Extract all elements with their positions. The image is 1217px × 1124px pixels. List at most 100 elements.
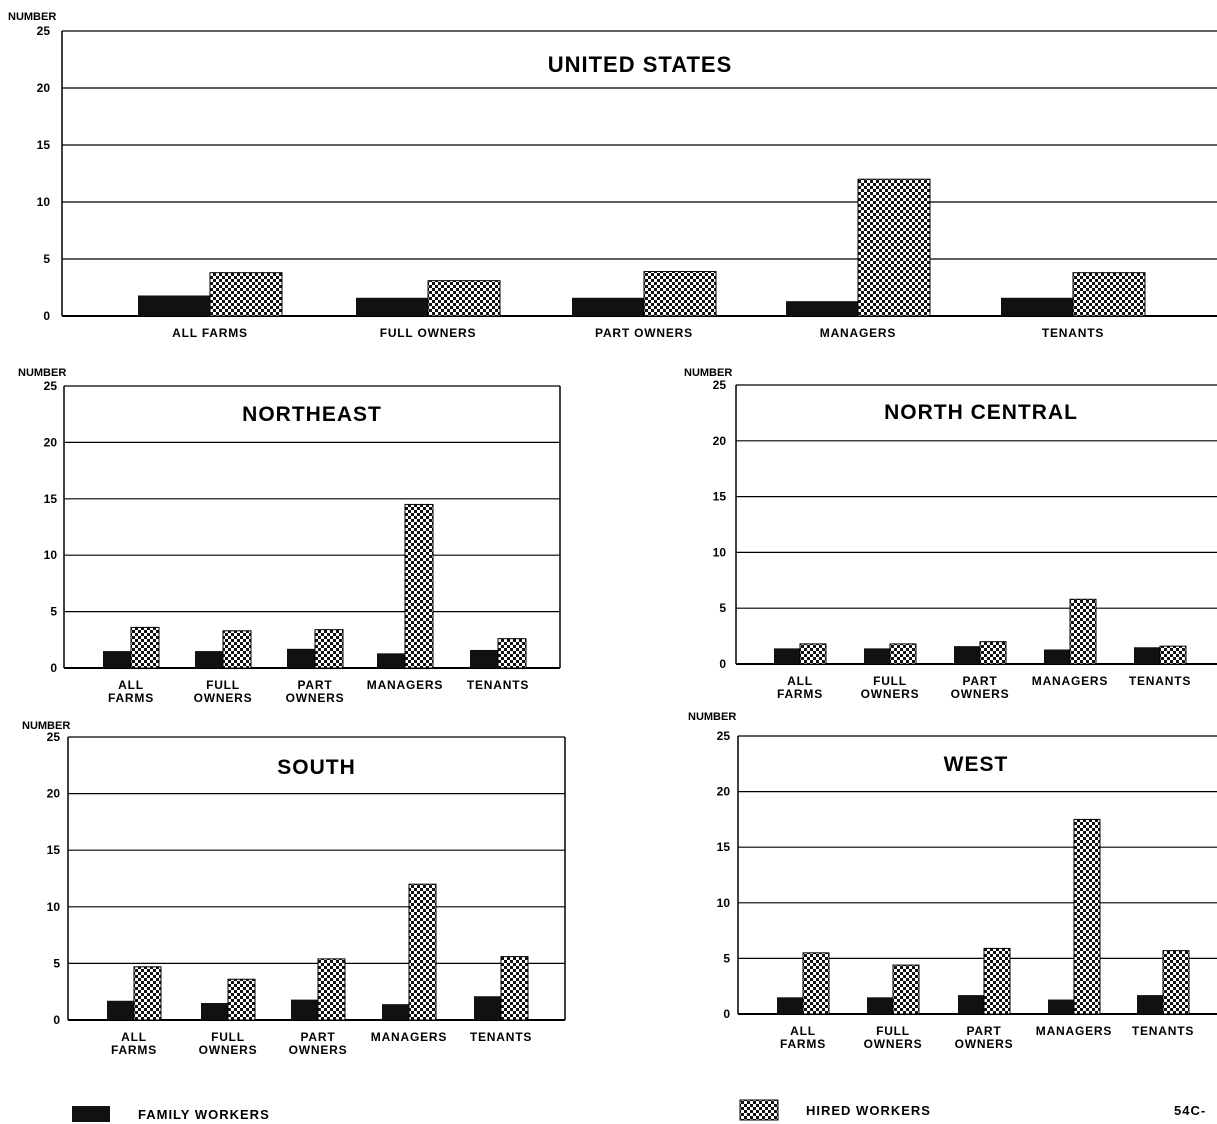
category-label: OWNERS [289,1043,348,1057]
category-label: FARMS [777,687,823,701]
chart-panel-northeast: 0510152025NUMBERNORTHEASTALLFARMSFULLOWN… [18,367,561,705]
bar-family-workers [777,997,803,1014]
category-label: TENANTS [1129,674,1191,688]
category-label: OWNERS [286,691,345,705]
category-label: FULL [206,678,240,692]
category-label: OWNERS [951,687,1010,701]
bar-family-workers [470,649,498,668]
y-tick-label: 20 [717,785,731,799]
bar-hired-workers [317,958,346,1021]
category-label: FARMS [780,1037,826,1051]
bar-hired-workers [983,947,1011,1015]
category-label: TENANTS [1042,326,1104,340]
y-tick-label: 20 [713,434,727,448]
chart-title: NORTHEAST [242,403,382,426]
y-tick-label: 20 [47,787,61,801]
category-label: OWNERS [199,1043,258,1057]
bar-family-workers [1001,297,1073,316]
chart-title: SOUTH [277,756,356,779]
bar-hired-workers [497,638,527,669]
y-tick-label: 20 [44,435,58,449]
y-axis-label: NUMBER [8,11,56,23]
category-label: ALL [121,1030,147,1044]
category-label: ALL FARMS [172,326,248,340]
category-label: MANAGERS [371,1030,447,1044]
bar-hired-workers [979,641,1007,665]
category-label: OWNERS [864,1037,923,1051]
y-tick-label: 10 [717,896,731,910]
bar-family-workers [377,653,405,668]
bar-hired-workers [130,626,160,669]
category-label: TENANTS [470,1030,532,1044]
category-label: MANAGERS [1036,1024,1112,1038]
y-tick-label: 5 [723,951,730,965]
bar-family-workers [382,1004,409,1020]
figure-code: 54C- [1174,1103,1207,1118]
bar-hired-workers [892,964,920,1015]
bar-hired-workers [799,643,827,665]
y-tick-label: 25 [47,730,61,744]
category-label: FULL OWNERS [380,326,477,340]
bar-family-workers [954,646,980,664]
y-axis-label: NUMBER [684,367,732,379]
y-tick-label: 0 [723,1007,730,1021]
legend [72,1099,779,1122]
bar-hired-workers [889,643,917,665]
y-tick-label: 25 [717,729,731,743]
category-label: PART [967,1024,1002,1038]
chart-title: UNITED STATES [548,52,733,77]
legend-hired-label: HIRED WORKERS [806,1103,931,1118]
category-label: FARMS [108,691,154,705]
bar-family-workers [138,295,210,316]
bar-hired-workers [1072,272,1146,317]
bar-hired-workers [314,629,344,669]
bar-family-workers [867,997,893,1014]
y-tick-label: 5 [43,252,50,266]
y-tick-label: 0 [50,661,57,675]
category-label: ALL [790,1024,816,1038]
bar-family-workers [195,651,223,668]
bar-hired-workers [1159,645,1187,665]
bar-family-workers [786,301,858,316]
category-label: FARMS [111,1043,157,1057]
bar-family-workers [1137,995,1163,1014]
bar-hired-workers [227,978,256,1021]
category-label: FULL [873,674,907,688]
bar-hired-workers [209,272,283,317]
y-tick-label: 0 [43,309,50,323]
y-axis-label: NUMBER [18,367,66,379]
bar-hired-workers [500,956,529,1021]
category-label: ALL [787,674,813,688]
y-tick-label: 10 [37,195,51,209]
category-label: FULL [211,1030,245,1044]
bar-hired-workers [802,952,830,1015]
bar-family-workers [474,996,501,1020]
category-label: TENANTS [1132,1024,1194,1038]
bar-hired-workers [427,280,501,317]
bar-family-workers [287,648,315,668]
bar-hired-workers [643,271,717,317]
y-tick-label: 15 [713,490,727,504]
bar-family-workers [356,297,428,316]
y-tick-label: 20 [37,81,51,95]
y-tick-label: 25 [713,378,727,392]
y-axis-label: NUMBER [688,711,736,723]
y-tick-label: 5 [50,605,57,619]
bar-family-workers [201,1003,228,1020]
y-tick-label: 15 [717,840,731,854]
y-tick-label: 15 [47,843,61,857]
bar-hired-workers [133,966,162,1021]
y-tick-label: 0 [53,1013,60,1027]
legend-family-label: FAMILY WORKERS [138,1107,270,1122]
legend-hired-swatch [739,1099,779,1121]
bar-family-workers [107,1000,134,1020]
category-label: MANAGERS [367,678,443,692]
category-label: OWNERS [194,691,253,705]
y-axis-label: NUMBER [22,720,70,732]
y-tick-label: 0 [719,657,726,671]
bar-hired-workers [1162,950,1190,1015]
bar-hired-workers [222,630,252,669]
